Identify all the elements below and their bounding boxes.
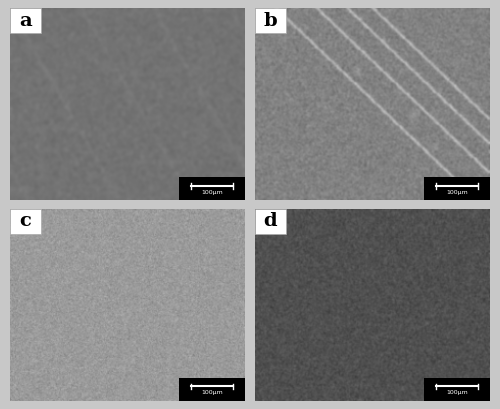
Text: 100μm: 100μm [446, 190, 468, 195]
FancyBboxPatch shape [424, 378, 490, 401]
FancyBboxPatch shape [179, 178, 245, 200]
Text: 100μm: 100μm [446, 390, 468, 395]
FancyBboxPatch shape [10, 8, 40, 33]
FancyBboxPatch shape [424, 178, 490, 200]
Text: b: b [264, 12, 277, 30]
Text: 100μm: 100μm [201, 390, 223, 395]
FancyBboxPatch shape [255, 209, 286, 234]
Text: c: c [20, 212, 31, 230]
Text: d: d [264, 212, 277, 230]
Text: 100μm: 100μm [201, 190, 223, 195]
FancyBboxPatch shape [179, 378, 245, 401]
FancyBboxPatch shape [10, 209, 40, 234]
Text: a: a [19, 12, 32, 30]
FancyBboxPatch shape [255, 8, 286, 33]
